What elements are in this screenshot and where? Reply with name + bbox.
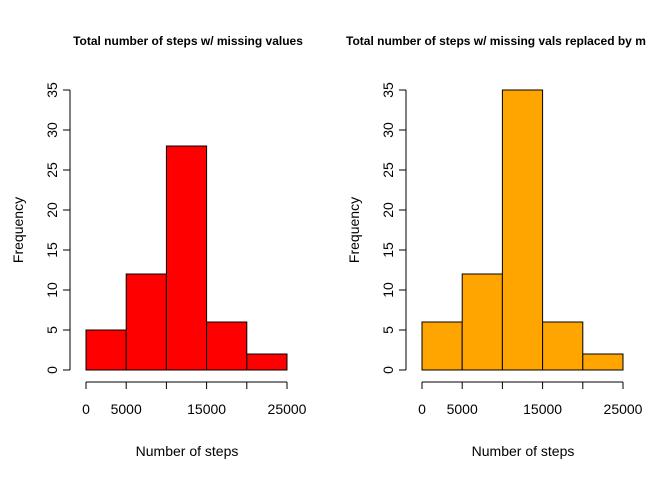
histogram-bar bbox=[501, 89, 544, 371]
x-tick-label: 15000 bbox=[187, 401, 226, 417]
histogram-bar bbox=[542, 321, 584, 371]
y-tick-label: 25 bbox=[44, 162, 60, 178]
histogram-panel-missing-values: Total number of steps w/ missing values 0… bbox=[10, 34, 307, 459]
y-tick-label: 20 bbox=[44, 202, 60, 218]
histogram-bar bbox=[246, 353, 288, 371]
y-tick-label: 20 bbox=[380, 202, 396, 218]
y-tick-label: 10 bbox=[380, 282, 396, 298]
y-tick-label: 15 bbox=[44, 242, 60, 258]
y-tick-label: 10 bbox=[44, 282, 60, 298]
x-tick-label: 5000 bbox=[447, 401, 478, 417]
x-tick-label: 25000 bbox=[604, 401, 643, 417]
x-tick-label: 25000 bbox=[268, 401, 307, 417]
x-tick-label: 0 bbox=[418, 401, 426, 417]
histogram-bar bbox=[421, 321, 463, 371]
y-tick-label: 30 bbox=[380, 122, 396, 138]
y-tick-label: 0 bbox=[380, 366, 396, 374]
y-tick-label: 25 bbox=[380, 162, 396, 178]
y-tick-label: 0 bbox=[44, 366, 60, 374]
x-tick-label: 15000 bbox=[523, 401, 562, 417]
x-tick-label: 5000 bbox=[111, 401, 142, 417]
histogram-bar bbox=[125, 273, 167, 371]
chart-title: Total number of steps w/ missing vals re… bbox=[346, 34, 646, 48]
histogram-bar bbox=[582, 353, 624, 371]
y-tick-label: 30 bbox=[44, 122, 60, 138]
y-tick-label: 5 bbox=[44, 326, 60, 334]
histogram-bar bbox=[85, 329, 127, 371]
x-axis-label: Number of steps bbox=[136, 443, 239, 459]
chart-title: Total number of steps w/ missing values bbox=[73, 34, 303, 48]
y-axis-label: Frequency bbox=[346, 197, 362, 263]
histogram-bar bbox=[206, 321, 248, 371]
x-tick-label: 0 bbox=[82, 401, 90, 417]
y-tick-label: 35 bbox=[380, 82, 396, 98]
y-tick-label: 5 bbox=[380, 326, 396, 334]
histogram-bar bbox=[165, 145, 208, 371]
y-tick-label: 35 bbox=[44, 82, 60, 98]
x-axis-label: Number of steps bbox=[472, 443, 575, 459]
histogram-panel-replaced-values: Total number of steps w/ missing vals re… bbox=[346, 34, 646, 459]
y-tick-label: 15 bbox=[380, 242, 396, 258]
histogram-bar bbox=[461, 273, 503, 371]
y-axis-label: Frequency bbox=[10, 197, 26, 263]
